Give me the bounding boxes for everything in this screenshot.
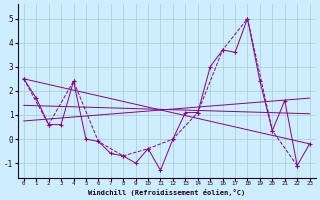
X-axis label: Windchill (Refroidissement éolien,°C): Windchill (Refroidissement éolien,°C) (88, 189, 245, 196)
